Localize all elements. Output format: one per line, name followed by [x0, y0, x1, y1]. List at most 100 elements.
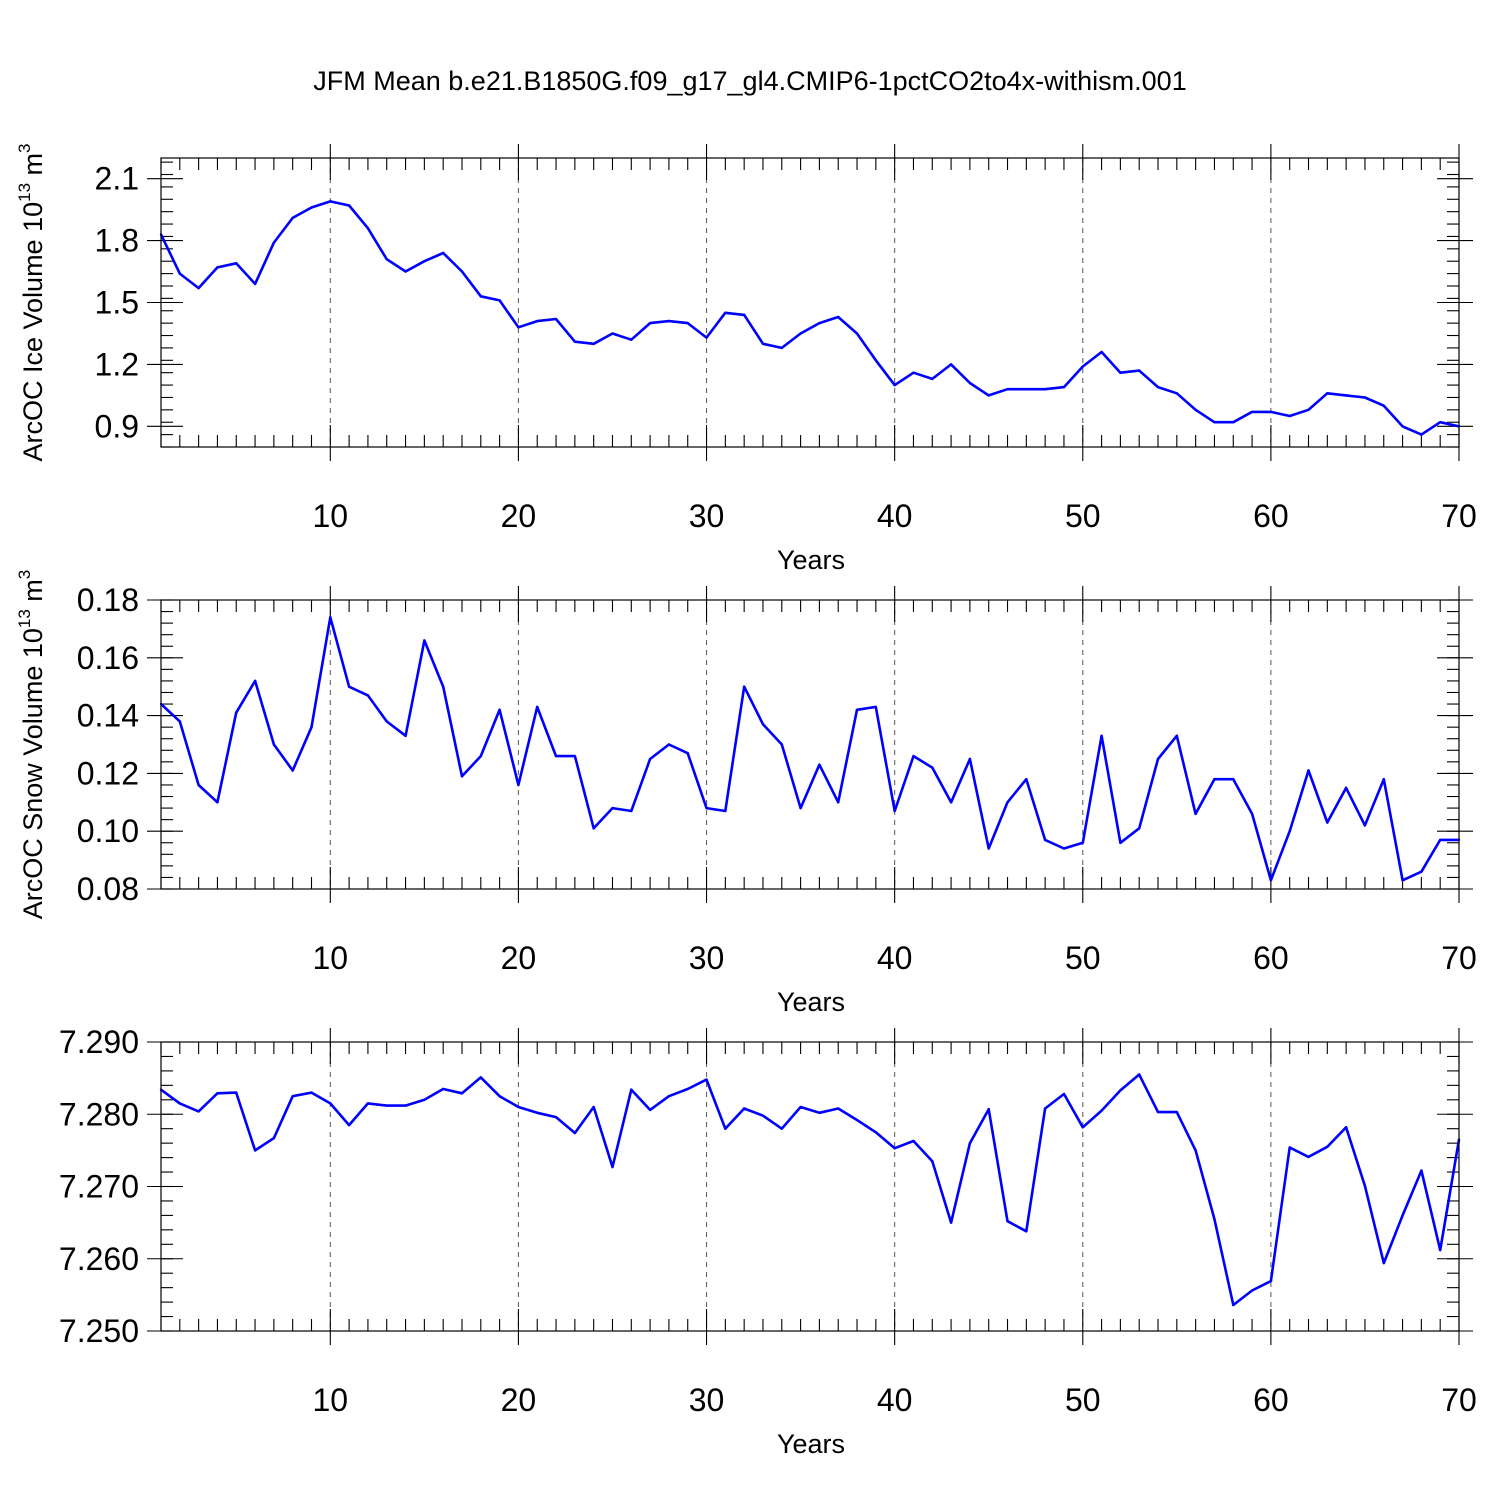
x-tick-label: 70: [1441, 940, 1477, 976]
data-point: [799, 1105, 802, 1109]
y-tick-label: 0.18: [77, 582, 139, 618]
data-point: [1006, 388, 1009, 391]
data-point: [1175, 734, 1179, 738]
data-point: [498, 299, 501, 302]
data-point: [912, 1139, 915, 1143]
data-point: [1043, 388, 1047, 391]
data-point: [329, 616, 332, 619]
data-point: [253, 1149, 257, 1152]
data-point: [554, 317, 558, 321]
data-point: [912, 754, 915, 758]
data-point: [931, 766, 934, 769]
data-point: [1156, 1110, 1160, 1114]
x-tick-label: 50: [1065, 498, 1101, 534]
series-line: [159, 200, 1460, 436]
data-point: [949, 801, 953, 804]
data-point: [630, 338, 633, 341]
data-point: [893, 1147, 896, 1150]
data-point: [1138, 369, 1141, 372]
y-tick-label: 0.10: [77, 813, 139, 849]
y-tick-label: 1.5: [95, 285, 139, 321]
data-point: [1194, 812, 1197, 816]
y-tick-label: 7.280: [59, 1096, 139, 1132]
data-point: [742, 685, 746, 688]
plot-frame: [160, 1041, 1460, 1332]
x-tick-label: 30: [689, 498, 725, 534]
data-point: [423, 1098, 426, 1102]
x-tick-label: 20: [501, 1382, 537, 1418]
x-axis-title: Years: [777, 1429, 845, 1459]
data-point: [310, 725, 313, 729]
data-point: [818, 321, 821, 325]
data-point: [441, 251, 445, 255]
data-point: [592, 342, 595, 345]
x-tick-label: 70: [1441, 1382, 1477, 1418]
data-point: [1344, 1126, 1348, 1129]
data-point: [347, 1123, 351, 1127]
x-tick-label: 10: [313, 1382, 349, 1418]
data-point: [197, 783, 200, 787]
data-point: [573, 340, 577, 343]
x-tick-label: 10: [313, 940, 349, 976]
data-point: [1344, 394, 1348, 397]
data-point: [1006, 801, 1009, 804]
y-tick-label: 7.290: [59, 1024, 139, 1060]
data-point: [329, 200, 332, 203]
series-line: [160, 1073, 1461, 1307]
data-point: [611, 806, 614, 810]
data-point: [235, 711, 238, 714]
y-tick-label: 0.9: [95, 408, 139, 444]
data-point: [1401, 425, 1404, 428]
data-point: [893, 809, 896, 813]
data-point: [780, 1127, 783, 1130]
data-point: [498, 708, 501, 712]
data-point: [517, 1105, 520, 1109]
data-point: [1269, 410, 1273, 414]
data-point: [724, 1127, 727, 1130]
data-point: [366, 1102, 370, 1105]
data-point: [780, 346, 783, 350]
data-point: [235, 1091, 238, 1094]
y-tick-label: 1.2: [95, 346, 139, 382]
data-point: [1438, 1248, 1442, 1252]
data-point: [1062, 385, 1066, 389]
data-point: [705, 806, 708, 810]
data-point: [197, 1110, 200, 1113]
data-point: [554, 1115, 558, 1119]
data-point: [1326, 392, 1329, 395]
data-point: [818, 763, 821, 766]
data-point: [874, 1131, 878, 1134]
data-point: [404, 734, 407, 738]
data-point: [235, 262, 238, 265]
data-point: [705, 1078, 708, 1081]
data-point: [1401, 1214, 1404, 1217]
data-point: [724, 311, 727, 315]
data-point: [385, 257, 388, 261]
data-point: [1269, 1279, 1273, 1283]
data-point: [423, 260, 426, 263]
x-tick-label: 20: [501, 940, 537, 976]
data-point: [1194, 1149, 1197, 1152]
panel-2: 0.08 0.10 0.12 0.14 0.16 0.18 10 20 30 40 50 60 70 Ye…: [15, 570, 1477, 1017]
data-point: [931, 377, 934, 381]
data-point: [630, 809, 633, 813]
data-point: [1119, 841, 1122, 844]
data-point: [611, 1165, 614, 1169]
data-point: [554, 754, 558, 758]
data-point: [216, 801, 219, 804]
data-point: [1232, 421, 1235, 424]
data-point: [742, 313, 746, 317]
chart-title: JFM Mean b.e21.B1850G.f09_g17_gl4.CMIP6-…: [313, 66, 1186, 96]
data-point: [253, 679, 257, 683]
y-tick-label: 7.260: [59, 1241, 139, 1277]
data-point: [178, 1102, 182, 1105]
data-point: [1100, 734, 1103, 738]
data-point: [667, 1094, 671, 1098]
x-tick-label: 50: [1065, 1382, 1101, 1418]
panel-3: 7.250 7.260 7.270 7.280 7.290 10 20 30 40 50 60 70 Y…: [59, 1024, 1477, 1459]
data-point: [479, 1076, 482, 1079]
data-point: [1326, 1145, 1329, 1148]
data-point: [686, 751, 689, 755]
data-point: [441, 685, 445, 688]
